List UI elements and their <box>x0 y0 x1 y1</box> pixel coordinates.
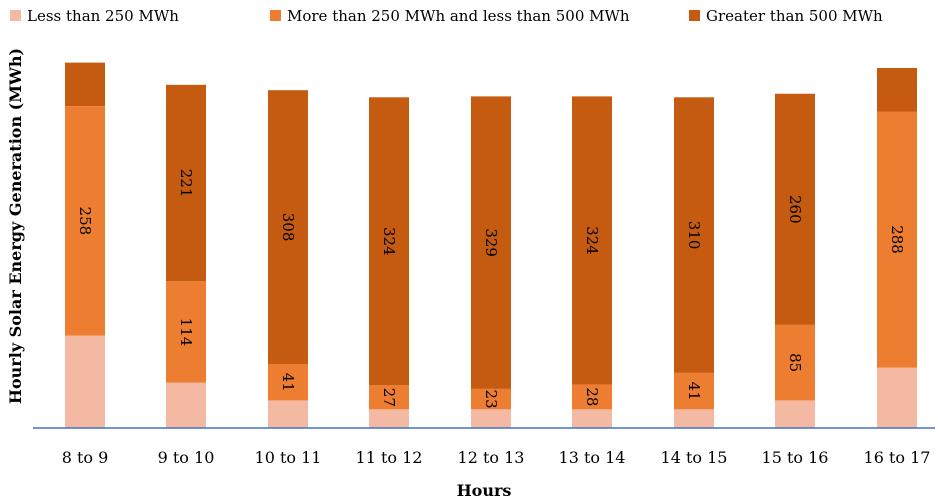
bar-segment <box>674 372 714 410</box>
legend: Less than 250 MWh More than 250 MWh and l… <box>10 7 883 25</box>
bar-segment <box>65 335 105 428</box>
x-tick-label: 9 to 10 <box>158 448 215 467</box>
data-label: 288 <box>888 225 906 254</box>
data-label: 324 <box>380 227 398 256</box>
legend-label: Greater than 500 MWh <box>706 7 883 25</box>
bar-segment <box>877 111 917 368</box>
x-tick-labels: 8 to 9 9 to 10 10 to 11 11 to 12 12 to 13 13 … <box>62 448 931 467</box>
data-label: 221 <box>177 169 195 198</box>
data-label: 41 <box>685 382 703 401</box>
data-label: 85 <box>786 353 804 372</box>
bar-segment <box>877 367 917 428</box>
x-tick-label: 13 to 14 <box>559 448 626 467</box>
data-label: 324 <box>583 226 601 255</box>
x-tick-label: 14 to 15 <box>661 448 728 467</box>
data-label: 258 <box>76 207 94 236</box>
bar-segment <box>775 400 815 428</box>
x-tick-label: 10 to 11 <box>255 448 322 467</box>
bar-segment <box>369 97 409 386</box>
legend-swatch <box>270 10 281 21</box>
bar-segment <box>65 106 105 336</box>
bar-segment <box>471 96 511 389</box>
bar-segment <box>674 97 714 373</box>
bar-segment <box>166 84 206 282</box>
legend-label: More than 250 MWh and less than 500 MWh <box>287 7 630 25</box>
bar-segment <box>166 281 206 383</box>
data-label: 114 <box>177 318 195 347</box>
bar-segment <box>572 384 612 410</box>
bar-segment <box>369 409 409 428</box>
data-label: 308 <box>279 213 297 242</box>
data-label: 41 <box>279 373 297 392</box>
bar-segment <box>268 400 308 428</box>
x-axis-title: Hours <box>457 481 512 500</box>
bar-segment <box>572 96 612 385</box>
data-label: 260 <box>786 195 804 224</box>
bar-segment <box>65 62 105 107</box>
bar-segment <box>471 388 511 410</box>
legend-item: More than 250 MWh and less than 500 MWh <box>270 7 630 25</box>
legend-swatch <box>689 10 700 21</box>
data-label: 329 <box>482 228 500 257</box>
bar-segment <box>471 409 511 428</box>
legend-swatch <box>10 10 21 21</box>
bar-segment <box>268 363 308 401</box>
data-label: 310 <box>685 221 703 250</box>
bar-segment <box>572 409 612 428</box>
x-tick-label: 16 to 17 <box>864 448 931 467</box>
x-tick-label: 15 to 16 <box>762 448 829 467</box>
bar-segment <box>166 382 206 428</box>
bar-segment <box>369 385 409 410</box>
bar-segment <box>877 67 917 112</box>
data-label: 27 <box>380 388 398 407</box>
bars: 258 114 221 41 308 27 324 23 329 28 324 41 310 85 260 2… <box>65 62 917 428</box>
legend-item: Greater than 500 MWh <box>689 7 883 25</box>
bar-segment <box>268 90 308 364</box>
bar-segment <box>674 409 714 428</box>
x-tick-label: 12 to 13 <box>458 448 525 467</box>
y-axis-title: Hourly Solar Energy Generation (MWh) <box>6 48 25 404</box>
bar-segment <box>775 324 815 401</box>
bar-segment <box>775 93 815 325</box>
data-label: 28 <box>583 387 601 406</box>
legend-item: Less than 250 MWh <box>10 7 179 25</box>
x-tick-label: 11 to 12 <box>356 448 423 467</box>
legend-label: Less than 250 MWh <box>27 7 179 25</box>
data-label: 23 <box>482 390 500 409</box>
x-tick-label: 8 to 9 <box>62 448 109 467</box>
